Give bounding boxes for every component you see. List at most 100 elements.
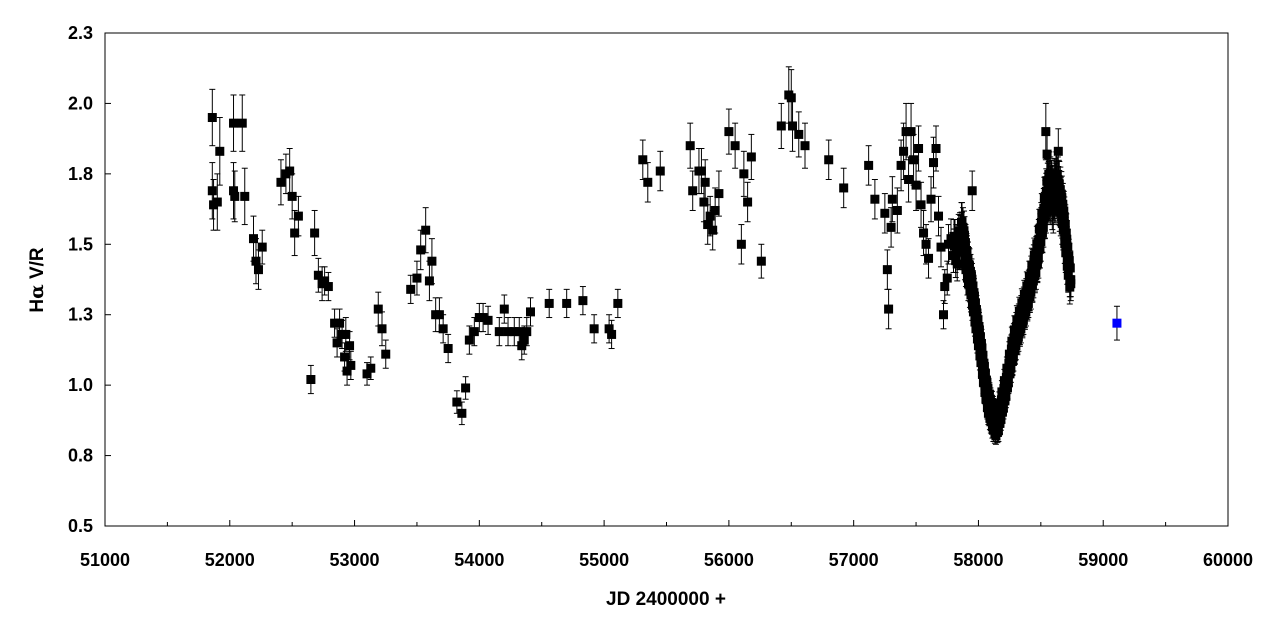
data-point bbox=[544, 288, 554, 319]
square-marker bbox=[886, 222, 896, 232]
x-tick-label: 57000 bbox=[829, 550, 879, 570]
data-point bbox=[926, 176, 936, 223]
square-marker bbox=[341, 329, 351, 339]
data-point bbox=[776, 102, 786, 150]
data-point bbox=[427, 238, 437, 285]
square-marker bbox=[916, 200, 926, 210]
data-point bbox=[924, 238, 934, 279]
square-marker bbox=[522, 327, 532, 337]
square-marker bbox=[237, 118, 247, 128]
square-marker bbox=[313, 270, 323, 280]
data-point bbox=[1066, 266, 1076, 302]
data-point bbox=[880, 193, 890, 234]
square-marker bbox=[285, 166, 295, 176]
data-point bbox=[936, 226, 946, 268]
square-marker bbox=[896, 160, 906, 170]
square-marker bbox=[461, 383, 471, 393]
square-marker bbox=[562, 298, 572, 308]
y-axis-ticks: 0.5 0.8 1.0 1.3 1.5 1.8 2.0 2.3 bbox=[68, 23, 111, 536]
data-point bbox=[919, 209, 929, 257]
square-marker bbox=[1002, 383, 1012, 393]
data-point bbox=[931, 125, 941, 172]
x-tick-label: 59000 bbox=[1078, 550, 1128, 570]
square-marker bbox=[936, 242, 946, 252]
square-marker bbox=[230, 191, 240, 201]
square-marker bbox=[483, 315, 493, 325]
square-marker bbox=[1053, 146, 1063, 156]
square-marker bbox=[899, 146, 909, 156]
y-axis-title-greek: α bbox=[26, 284, 48, 299]
square-marker bbox=[887, 194, 897, 204]
data-point bbox=[685, 122, 695, 169]
square-marker bbox=[904, 174, 914, 184]
square-marker bbox=[699, 197, 709, 207]
square-marker bbox=[604, 324, 614, 334]
data-point bbox=[285, 148, 295, 195]
data-point bbox=[478, 302, 488, 333]
square-marker bbox=[700, 177, 710, 187]
data-point bbox=[724, 108, 734, 155]
square-marker bbox=[939, 310, 949, 320]
square-marker bbox=[1066, 279, 1076, 289]
square-marker bbox=[342, 366, 352, 376]
x-tick-label: 51000 bbox=[80, 550, 130, 570]
data-point bbox=[714, 170, 724, 217]
square-marker bbox=[987, 398, 997, 408]
square-marker bbox=[346, 360, 356, 370]
x-axis-title: JD 2400000 + bbox=[606, 589, 726, 610]
square-marker bbox=[290, 228, 300, 238]
data-point bbox=[207, 88, 217, 147]
square-marker bbox=[544, 298, 554, 308]
square-marker bbox=[870, 194, 880, 204]
data-point bbox=[373, 291, 383, 327]
square-marker bbox=[736, 239, 746, 249]
square-marker bbox=[643, 177, 653, 187]
square-marker bbox=[756, 256, 766, 266]
data-point bbox=[730, 122, 740, 169]
square-marker bbox=[613, 298, 623, 308]
y-tick-label: 1.5 bbox=[68, 234, 93, 254]
square-marker bbox=[786, 93, 796, 103]
data-point bbox=[613, 288, 623, 319]
square-marker bbox=[517, 341, 527, 351]
square-marker bbox=[335, 318, 345, 328]
data-point bbox=[310, 209, 320, 257]
data-point bbox=[381, 339, 391, 369]
square-marker bbox=[724, 127, 734, 137]
square-marker bbox=[739, 169, 749, 179]
data-point bbox=[377, 311, 387, 347]
square-marker bbox=[919, 228, 929, 238]
square-marker bbox=[424, 276, 434, 286]
data-point bbox=[215, 117, 225, 186]
square-marker bbox=[839, 183, 849, 193]
data-point bbox=[839, 167, 849, 209]
data-point bbox=[457, 401, 467, 426]
square-marker bbox=[906, 127, 916, 137]
data-point bbox=[643, 162, 653, 203]
square-marker bbox=[705, 211, 715, 221]
square-marker bbox=[366, 363, 376, 373]
x-tick-label: 53000 bbox=[330, 550, 380, 570]
square-marker bbox=[345, 341, 355, 351]
data-point bbox=[229, 162, 239, 220]
data-point bbox=[786, 69, 796, 127]
data-point bbox=[887, 176, 897, 223]
data-point bbox=[240, 167, 250, 226]
data-point bbox=[366, 356, 376, 381]
square-marker bbox=[977, 343, 987, 353]
square-marker bbox=[1005, 369, 1015, 379]
square-marker bbox=[982, 377, 992, 387]
square-marker bbox=[212, 197, 222, 207]
square-marker bbox=[452, 397, 462, 407]
square-marker bbox=[607, 329, 617, 339]
square-marker bbox=[685, 141, 695, 151]
square-marker bbox=[457, 408, 467, 418]
data-point bbox=[911, 159, 921, 211]
square-marker bbox=[880, 208, 890, 218]
data-point bbox=[230, 170, 240, 223]
square-marker bbox=[229, 118, 239, 128]
square-marker bbox=[714, 189, 724, 199]
square-marker bbox=[427, 256, 437, 266]
square-marker bbox=[730, 141, 740, 151]
square-marker bbox=[967, 274, 977, 284]
